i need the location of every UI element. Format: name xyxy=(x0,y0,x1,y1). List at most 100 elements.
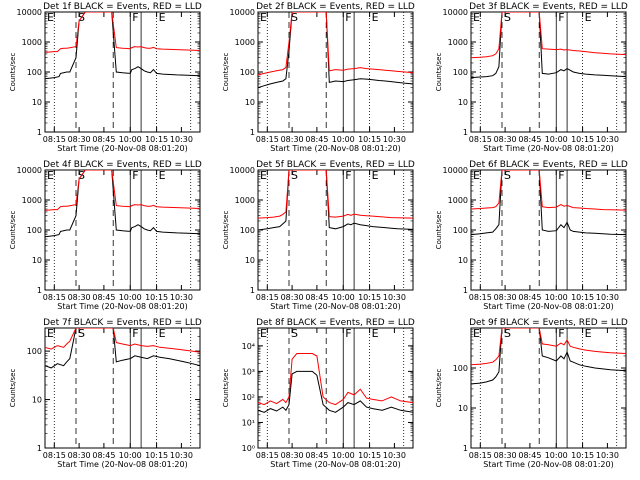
y-tick-label: 10 xyxy=(32,256,42,265)
x-tick-label: 10:15 xyxy=(571,451,594,460)
lld-series-line xyxy=(45,328,200,353)
plot-frame xyxy=(44,327,201,449)
y-tick-label: 10¹ xyxy=(242,418,255,427)
phase-marker-label: S xyxy=(504,169,511,182)
x-tick-label: 08:15 xyxy=(469,451,492,460)
y-axis-label: Counts/sec xyxy=(435,53,443,92)
y-axis-label: Counts/sec xyxy=(222,211,230,250)
x-tick-label: 10:15 xyxy=(145,293,168,302)
y-tick-label: 100 xyxy=(453,226,468,235)
x-axis-label: Start Time (20-Nov-08 08:01:20) xyxy=(483,460,613,469)
x-tick-label: 10:30 xyxy=(596,135,619,144)
x-tick-label: 10:00 xyxy=(545,293,568,302)
y-tick-label: 10 xyxy=(458,98,468,107)
x-tick-label: 10:30 xyxy=(170,293,193,302)
subplot-4: Det 4f BLACK = Events, RED = LLD 1 10 100 10… xyxy=(9,160,202,311)
y-tick-label: 1000 xyxy=(235,38,255,47)
y-tick-label: 1 xyxy=(463,286,468,295)
subplot-title: Det 7f BLACK = Events, RED = LLD xyxy=(43,318,202,328)
lld-series-line xyxy=(45,170,200,211)
x-tick-label: 10:15 xyxy=(571,293,594,302)
y-tick-label: 10⁰ xyxy=(242,444,255,453)
lld-series-line xyxy=(258,12,413,76)
x-tick-label: 10:00 xyxy=(119,293,142,302)
x-tick-label: 08:15 xyxy=(43,135,66,144)
phase-marker-label: E xyxy=(159,11,166,24)
x-tick-label: 08:30 xyxy=(281,135,304,144)
lld-series-line xyxy=(258,170,413,219)
x-axis-label: Start Time (20-Nov-08 08:01:20) xyxy=(483,302,613,311)
phase-marker-label: E xyxy=(585,327,592,340)
subplot-2: Det 2f BLACK = Events, RED = LLD 1 10 100 10… xyxy=(222,2,415,153)
x-tick-label: 08:30 xyxy=(494,451,517,460)
x-tick-label: 10:30 xyxy=(596,293,619,302)
phase-marker-label: S xyxy=(291,169,298,182)
events-series-line xyxy=(258,170,413,231)
x-tick-label: 08:15 xyxy=(43,451,66,460)
phase-marker-label: F xyxy=(558,327,564,340)
subplot-title: Det 1f BLACK = Events, RED = LLD xyxy=(43,2,202,12)
y-tick-label: 10000 xyxy=(230,166,255,175)
subplot-title: Det 3f BLACK = Events, RED = LLD xyxy=(469,2,628,12)
x-tick-label: 10:30 xyxy=(170,135,193,144)
x-tick-label: 08:45 xyxy=(305,293,328,302)
x-tick-label: 08:45 xyxy=(305,135,328,144)
phase-marker-label: E xyxy=(159,169,166,182)
x-tick-label: 10:15 xyxy=(358,293,381,302)
phase-marker-label: E xyxy=(473,169,480,182)
x-axis-label: Start Time (20-Nov-08 08:01:20) xyxy=(57,460,187,469)
x-tick-label: 08:45 xyxy=(92,293,115,302)
y-tick-label: 10000 xyxy=(17,166,42,175)
y-tick-label: 100 xyxy=(240,226,255,235)
x-tick-label: 10:15 xyxy=(358,135,381,144)
phase-marker-label: E xyxy=(159,327,166,340)
events-series-line xyxy=(471,12,626,79)
subplot-7: Det 7f BLACK = Events, RED = LLD 1 10 100 Co… xyxy=(9,318,202,469)
plot-frame xyxy=(257,169,414,291)
y-tick-label: 1 xyxy=(463,128,468,137)
phase-marker-label: F xyxy=(558,11,564,24)
y-axis-label: Counts/sec xyxy=(222,369,230,408)
x-axis-label: Start Time (20-Nov-08 08:01:20) xyxy=(270,144,400,153)
x-tick-label: 10:00 xyxy=(332,451,355,460)
phase-marker-label: E xyxy=(47,11,54,24)
y-tick-label: 100 xyxy=(27,226,42,235)
y-axis-label: Counts/sec xyxy=(435,369,443,408)
phase-marker-label: E xyxy=(372,327,379,340)
subplot-5: Det 5f BLACK = Events, RED = LLD 1 10 100 10… xyxy=(222,160,415,311)
subplot-title: Det 4f BLACK = Events, RED = LLD xyxy=(43,160,202,170)
events-series-line xyxy=(258,12,413,89)
phase-marker-label: S xyxy=(291,11,298,24)
x-axis-label: Start Time (20-Nov-08 08:01:20) xyxy=(270,302,400,311)
x-axis-label: Start Time (20-Nov-08 08:01:20) xyxy=(57,144,187,153)
y-tick-label: 100 xyxy=(453,364,468,373)
x-tick-label: 08:30 xyxy=(68,135,91,144)
y-tick-label: 1 xyxy=(37,286,42,295)
events-series-line xyxy=(258,370,413,413)
x-tick-label: 08:30 xyxy=(494,135,517,144)
phase-marker-label: E xyxy=(372,11,379,24)
x-tick-label: 10:00 xyxy=(332,293,355,302)
phase-marker-label: F xyxy=(132,11,138,24)
subplot-8: Det 8f BLACK = Events, RED = LLD 10⁰ 10¹ 10… xyxy=(222,318,415,469)
x-tick-label: 08:15 xyxy=(256,135,279,144)
y-tick-label: 1000 xyxy=(448,196,468,205)
x-tick-label: 10:15 xyxy=(358,451,381,460)
plot-frame xyxy=(470,11,627,133)
phase-marker-label: S xyxy=(291,327,298,340)
phase-marker-label: F xyxy=(558,169,564,182)
y-tick-label: 100 xyxy=(27,347,42,356)
y-tick-label: 1000 xyxy=(235,196,255,205)
y-tick-label: 1 xyxy=(463,444,468,453)
phase-marker-label: S xyxy=(78,327,85,340)
lld-series-line xyxy=(471,170,626,211)
subplot-6: Det 6f BLACK = Events, RED = LLD 1 10 100 10… xyxy=(435,160,628,311)
y-tick-label: 10 xyxy=(245,256,255,265)
phase-marker-label: E xyxy=(47,327,54,340)
y-tick-label: 10 xyxy=(458,256,468,265)
y-tick-label: 10⁴ xyxy=(242,342,255,351)
x-tick-label: 10:00 xyxy=(332,135,355,144)
x-tick-label: 08:45 xyxy=(518,135,541,144)
x-tick-label: 08:30 xyxy=(68,293,91,302)
phase-marker-label: E xyxy=(473,327,480,340)
